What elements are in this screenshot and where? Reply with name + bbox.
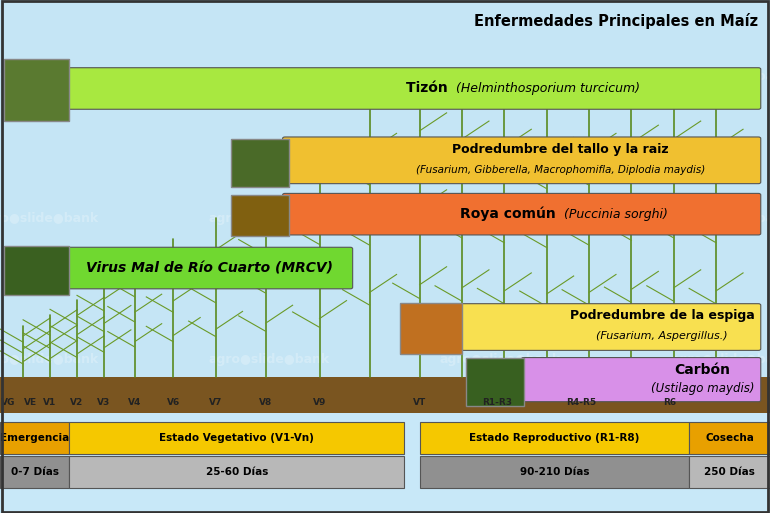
- Bar: [0, 384, 770, 386]
- Bar: [0, 391, 770, 392]
- Text: (Helminthosporium turcicum): (Helminthosporium turcicum): [456, 82, 640, 95]
- Bar: [400, 303, 462, 354]
- Text: Estado Reproductivo (R1-R8): Estado Reproductivo (R1-R8): [469, 433, 640, 443]
- FancyBboxPatch shape: [283, 137, 761, 184]
- Text: (Fusarium, Aspergillus.): (Fusarium, Aspergillus.): [597, 331, 728, 341]
- Text: (Fusarium, Gibberella, Macrophomifla, Diplodia maydis): (Fusarium, Gibberella, Macrophomifla, Di…: [416, 165, 705, 174]
- Bar: [0, 393, 770, 394]
- Bar: [0, 394, 770, 396]
- Bar: [0, 378, 770, 380]
- Text: agro●slide●bank: agro●slide●bank: [209, 70, 330, 84]
- Text: Estado Vegetativo (V1-Vn): Estado Vegetativo (V1-Vn): [159, 433, 314, 443]
- Text: V9: V9: [313, 398, 326, 407]
- Bar: [466, 358, 524, 406]
- Text: agro●slide●bank: agro●slide●bank: [671, 211, 770, 225]
- Bar: [0, 397, 770, 398]
- FancyBboxPatch shape: [67, 68, 761, 109]
- Bar: [0, 410, 770, 412]
- Text: agro●slide●bank: agro●slide●bank: [209, 352, 330, 366]
- Text: agro●slide●bank: agro●slide●bank: [440, 211, 561, 225]
- Text: Enfermedades Principales en Maíz: Enfermedades Principales en Maíz: [474, 13, 758, 29]
- Bar: [231, 195, 289, 236]
- Text: Podredumbre del tallo y la raiz: Podredumbre del tallo y la raiz: [452, 143, 668, 155]
- Bar: [0, 377, 770, 378]
- Bar: [689, 456, 770, 488]
- Text: VG: VG: [1, 398, 15, 407]
- Text: V2: V2: [70, 398, 84, 407]
- Bar: [0, 383, 770, 384]
- Bar: [0, 0, 770, 403]
- Text: V7: V7: [209, 398, 223, 407]
- Text: V8: V8: [259, 398, 273, 407]
- Bar: [0, 387, 770, 388]
- Bar: [4, 59, 69, 121]
- Text: agro●slide●bank: agro●slide●bank: [671, 352, 770, 366]
- Bar: [0, 407, 770, 408]
- Bar: [0, 392, 770, 393]
- Text: agro●slide●bank: agro●slide●bank: [440, 352, 561, 366]
- Bar: [4, 246, 69, 295]
- Bar: [0, 401, 770, 402]
- Text: VE: VE: [24, 398, 38, 407]
- Bar: [0, 422, 69, 454]
- FancyBboxPatch shape: [456, 304, 761, 350]
- Text: R6: R6: [663, 398, 677, 407]
- FancyBboxPatch shape: [67, 247, 353, 289]
- FancyBboxPatch shape: [521, 358, 761, 402]
- Bar: [0, 380, 770, 381]
- Bar: [0, 386, 770, 387]
- Text: agro●slide●bank: agro●slide●bank: [0, 352, 99, 366]
- Bar: [0, 389, 770, 391]
- Bar: [0, 404, 770, 406]
- Bar: [0, 412, 770, 413]
- Bar: [0, 382, 770, 383]
- Bar: [0, 388, 770, 389]
- Text: Emergencia: Emergencia: [0, 433, 69, 443]
- Bar: [0, 399, 770, 401]
- Text: (Ustilago maydis): (Ustilago maydis): [651, 382, 755, 396]
- Bar: [0, 398, 770, 399]
- Text: agro●slide●bank: agro●slide●bank: [0, 211, 99, 225]
- Text: 250 Días: 250 Días: [704, 467, 755, 477]
- Bar: [0, 396, 770, 397]
- Text: V1: V1: [43, 398, 57, 407]
- Bar: [0, 456, 69, 488]
- Bar: [420, 422, 689, 454]
- Text: V3: V3: [97, 398, 111, 407]
- Bar: [0, 408, 770, 409]
- Text: V4: V4: [128, 398, 142, 407]
- Text: Tizón: Tizón: [406, 82, 453, 95]
- Text: Roya común: Roya común: [460, 207, 561, 222]
- Text: 90-210 Días: 90-210 Días: [520, 467, 589, 477]
- Text: 0-7 Días: 0-7 Días: [11, 467, 59, 477]
- Text: agro●slide●bank: agro●slide●bank: [440, 70, 561, 84]
- Text: Virus Mal de Río Cuarto (MRCV): Virus Mal de Río Cuarto (MRCV): [86, 261, 333, 275]
- Text: Podredumbre de la espiga: Podredumbre de la espiga: [570, 309, 755, 322]
- Text: (Puccinia sorghi): (Puccinia sorghi): [564, 208, 668, 221]
- Bar: [420, 456, 689, 488]
- Text: V6: V6: [166, 398, 180, 407]
- Text: Cosecha: Cosecha: [705, 433, 754, 443]
- Bar: [69, 456, 404, 488]
- Bar: [689, 422, 770, 454]
- Text: R4-R5: R4-R5: [566, 398, 597, 407]
- Bar: [0, 381, 770, 382]
- Bar: [69, 422, 404, 454]
- Bar: [0, 402, 770, 403]
- Text: agro●slide●bank: agro●slide●bank: [209, 211, 330, 225]
- Bar: [0, 409, 770, 410]
- FancyBboxPatch shape: [283, 193, 761, 235]
- Bar: [231, 139, 289, 187]
- Text: agro●slide●bank: agro●slide●bank: [671, 70, 770, 84]
- Text: agro●slide●bank: agro●slide●bank: [0, 70, 99, 84]
- Bar: [0, 406, 770, 407]
- Text: VT: VT: [413, 398, 427, 407]
- Text: 25-60 Días: 25-60 Días: [206, 467, 268, 477]
- Text: R1-R3: R1-R3: [482, 398, 511, 407]
- Text: Carbón: Carbón: [675, 363, 731, 378]
- Bar: [0, 377, 770, 413]
- Bar: [0, 403, 770, 404]
